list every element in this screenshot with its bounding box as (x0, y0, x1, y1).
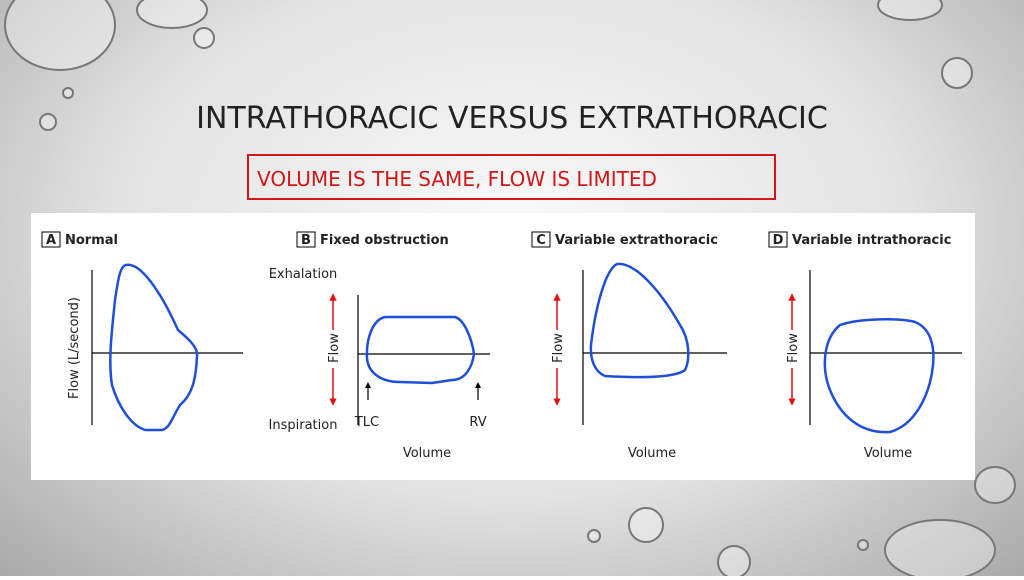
bubbles (4, 0, 1016, 580)
panel-title: Variable extrathoracic (555, 233, 718, 248)
slide-title: INTRATHORACIC VERSUS EXTRATHORACIC (196, 101, 828, 136)
flow-volume-loop (365, 315, 476, 385)
flow-volume-loop (109, 263, 199, 432)
marker-label: TLC (354, 415, 379, 430)
x-label: Volume (864, 446, 912, 461)
top-label: Exhalation (269, 267, 338, 282)
panel-letter-box (768, 231, 788, 248)
marker-label: RV (469, 415, 486, 430)
bottom-label: Inspiration (269, 418, 338, 433)
x-label: Volume (628, 446, 676, 461)
flow-volume-loop (823, 318, 935, 434)
subtitle-box (247, 154, 776, 200)
panel-title: Fixed obstruction (320, 233, 449, 248)
panel-letter: B (301, 233, 311, 248)
panel-letter: D (773, 233, 784, 248)
y-label: Flow (786, 333, 801, 363)
panel-title: Normal (65, 233, 118, 248)
panel-title: Variable intrathoracic (792, 233, 951, 248)
y-label: Flow (327, 333, 342, 363)
panel-letter: C (536, 233, 546, 248)
flow-volume-loop (589, 262, 690, 379)
slide-subtitle: VOLUME IS THE SAME, FLOW IS LIMITED (257, 167, 657, 191)
panel-letter-box (41, 231, 61, 248)
figure (31, 213, 975, 480)
x-label: Volume (403, 446, 451, 461)
panel-letter-box (296, 231, 316, 248)
panel-letter-box (531, 231, 551, 248)
y-label: Flow (551, 333, 566, 363)
y-label: Flow (L/second) (67, 297, 82, 399)
panel-letter: A (46, 233, 56, 248)
